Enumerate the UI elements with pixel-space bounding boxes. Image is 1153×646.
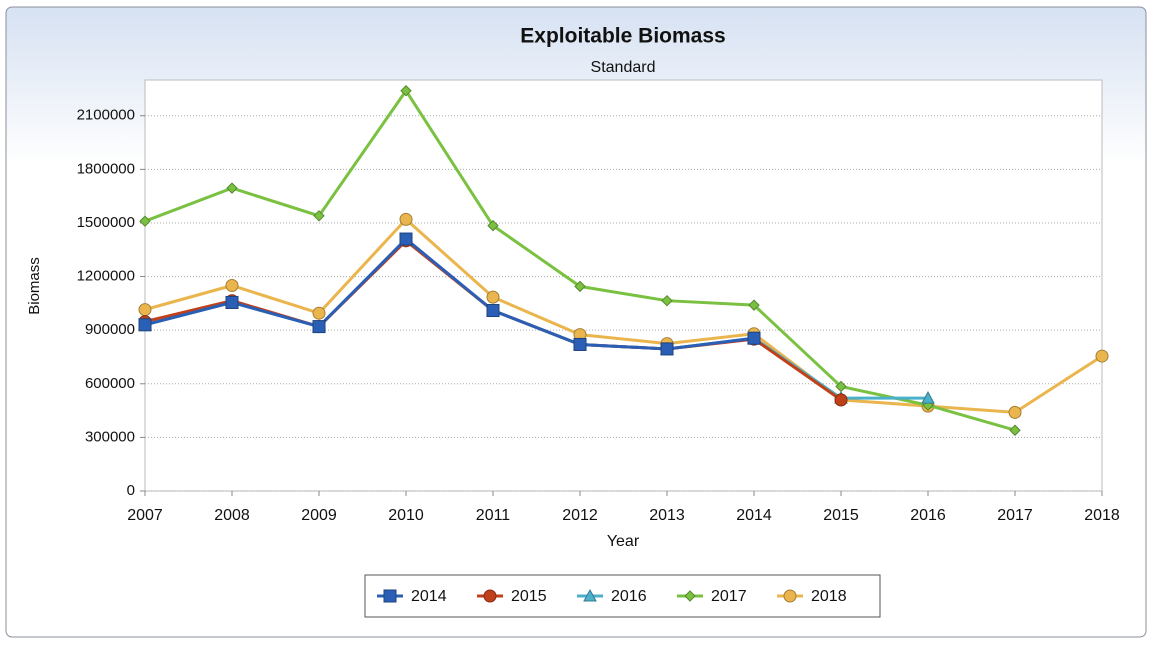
- legend-label: 2015: [511, 588, 547, 605]
- legend-label: 2017: [711, 588, 747, 605]
- y-tick-label: 600000: [85, 375, 135, 392]
- marker: [783, 589, 797, 603]
- x-tick-label: 2014: [736, 507, 772, 524]
- y-tick-label: 0: [127, 482, 135, 499]
- marker: [312, 320, 326, 334]
- y-tick-label: 2100000: [77, 107, 135, 124]
- marker: [139, 215, 151, 227]
- marker: [583, 588, 597, 602]
- marker: [1095, 349, 1109, 363]
- y-axis-title: Biomass: [26, 257, 43, 315]
- marker: [921, 391, 935, 404]
- marker: [684, 590, 696, 602]
- x-tick-label: 2018: [1084, 507, 1120, 524]
- marker: [747, 331, 761, 345]
- marker: [399, 212, 413, 226]
- marker: [225, 279, 239, 292]
- x-tick-label: 2007: [127, 507, 163, 524]
- marker: [225, 295, 239, 309]
- y-tick-label: 900000: [85, 321, 135, 338]
- x-axis-title: Year: [607, 533, 640, 550]
- marker: [486, 304, 500, 318]
- legend-label: 2018: [811, 588, 847, 605]
- marker: [383, 589, 397, 603]
- marker: [138, 318, 152, 332]
- x-tick-label: 2015: [823, 507, 859, 524]
- x-tick-label: 2011: [476, 507, 511, 524]
- marker: [573, 337, 587, 351]
- marker: [574, 280, 586, 293]
- y-tick-label: 1200000: [77, 268, 135, 285]
- x-tick-label: 2016: [910, 507, 946, 524]
- x-tick-label: 2012: [562, 507, 598, 524]
- marker: [660, 342, 674, 356]
- series-line: [144, 217, 1103, 414]
- series-line: [144, 237, 755, 351]
- y-tick-label: 1800000: [77, 160, 135, 177]
- marker: [226, 182, 238, 194]
- marker: [400, 85, 412, 97]
- marker: [313, 210, 325, 222]
- legend-label: 2014: [411, 588, 447, 605]
- marker: [748, 299, 760, 311]
- marker: [138, 303, 152, 317]
- x-tick-label: 2010: [388, 507, 424, 524]
- x-tick-label: 2017: [997, 507, 1033, 524]
- marker: [661, 294, 673, 307]
- marker: [834, 393, 848, 407]
- x-tick-label: 2013: [649, 507, 685, 524]
- marker: [1008, 405, 1022, 419]
- y-tick-label: 1500000: [77, 214, 135, 231]
- marker: [312, 306, 326, 320]
- marker: [1009, 424, 1021, 436]
- y-tick-label: 300000: [85, 428, 135, 445]
- chart-title: Exploitable Biomass: [520, 25, 725, 48]
- x-tick-label: 2009: [301, 507, 337, 524]
- marker: [399, 232, 413, 246]
- marker: [486, 290, 500, 304]
- chart-subtitle: Standard: [591, 59, 656, 76]
- x-tick-label: 2008: [214, 507, 250, 524]
- marker: [487, 219, 499, 232]
- marker: [483, 589, 497, 603]
- plot-area: [144, 79, 1103, 492]
- legend-label: 2016: [611, 588, 647, 605]
